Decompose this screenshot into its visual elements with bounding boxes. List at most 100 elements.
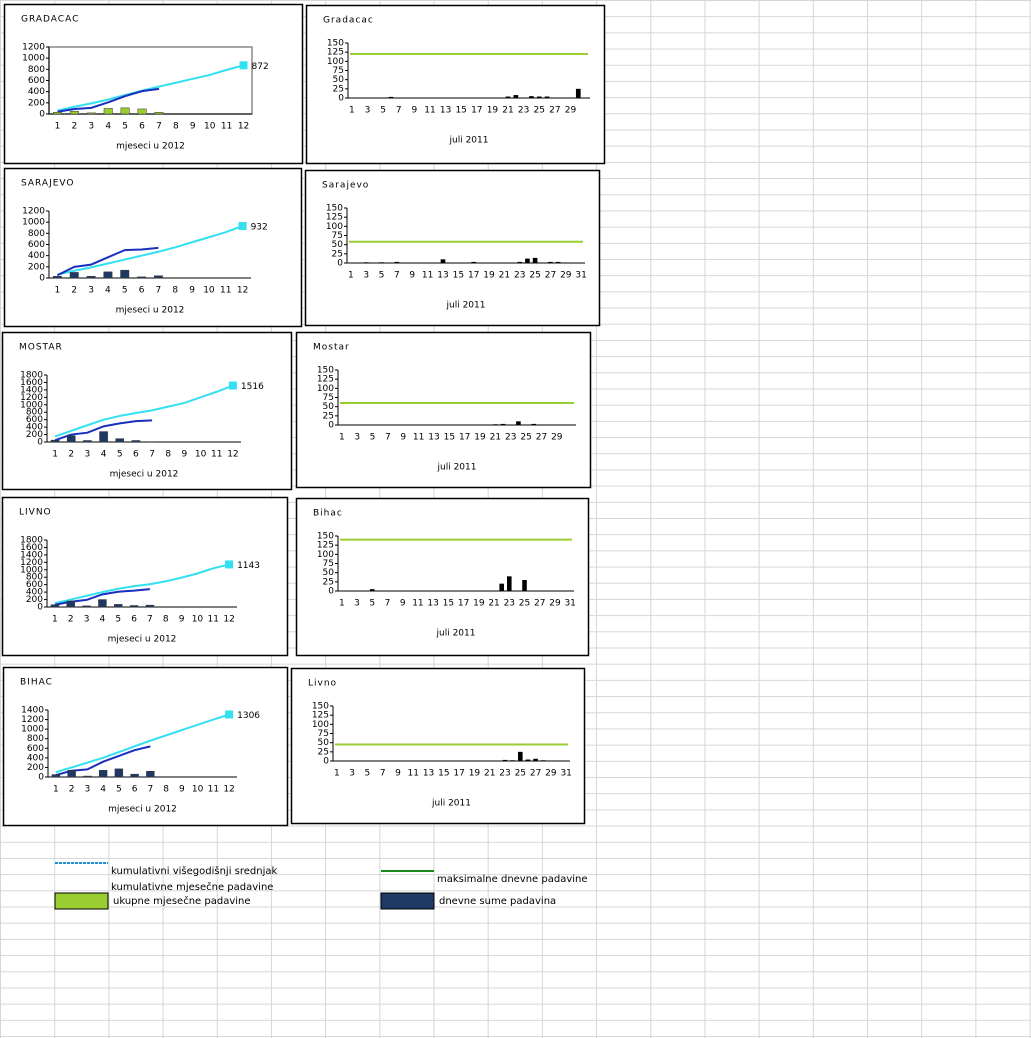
bar bbox=[154, 112, 164, 115]
x-tick-label: 5 bbox=[370, 433, 376, 443]
legend-label: kumulativne mjesečne padavine bbox=[111, 881, 273, 893]
bar bbox=[369, 589, 375, 591]
x-tick-label: 7 bbox=[147, 615, 153, 625]
x-tick-label: 5 bbox=[365, 769, 371, 779]
x-tick-label: 25 bbox=[534, 106, 545, 116]
chart-frame bbox=[295, 497, 590, 657]
end-marker bbox=[239, 61, 248, 70]
y-tick-label: 800 bbox=[27, 734, 44, 744]
legend-label: maksimalne dnevne padavine bbox=[437, 874, 588, 885]
x-tick-label: 6 bbox=[132, 785, 138, 795]
bar bbox=[115, 438, 125, 443]
x-axis-label: juli 2011 bbox=[446, 301, 486, 311]
x-tick-label: 7 bbox=[385, 599, 391, 609]
bar bbox=[517, 261, 523, 263]
x-tick-label: 9 bbox=[400, 433, 406, 443]
x-tick-label: 2 bbox=[72, 122, 78, 132]
x-axis-label: mjeseci u 2012 bbox=[108, 805, 177, 815]
series-line bbox=[57, 64, 244, 112]
y-tick-label: 1800 bbox=[20, 536, 43, 546]
bar bbox=[536, 96, 542, 98]
x-tick-label: 9 bbox=[409, 271, 415, 281]
x-tick-label: 3 bbox=[354, 433, 360, 443]
bar bbox=[52, 276, 62, 279]
y-tick-label: 150 bbox=[327, 39, 344, 49]
chart-frame bbox=[2, 666, 289, 827]
y-tick-label: 25 bbox=[332, 249, 343, 259]
bar bbox=[548, 261, 553, 263]
y-tick-label: 50 bbox=[323, 568, 335, 578]
x-tick-label: 13 bbox=[423, 769, 434, 779]
series-line bbox=[54, 563, 230, 605]
end-label: 1306 bbox=[237, 711, 260, 721]
x-tick-label: 11 bbox=[220, 286, 231, 296]
y-tick-label: 1200 bbox=[20, 558, 43, 568]
x-tick-label: 25 bbox=[529, 271, 540, 281]
bar bbox=[394, 261, 400, 263]
bar bbox=[52, 112, 62, 115]
y-tick-label: 800 bbox=[26, 408, 43, 418]
y-tick-label: 0 bbox=[323, 757, 329, 767]
x-tick-label: 17 bbox=[458, 599, 469, 609]
x-tick-label: 7 bbox=[394, 271, 400, 281]
bar bbox=[51, 774, 61, 778]
x-tick-label: 10 bbox=[204, 122, 216, 132]
x-tick-label: 11 bbox=[424, 106, 435, 116]
chart-title: LIVNO bbox=[19, 508, 52, 518]
end-marker bbox=[238, 221, 247, 230]
bar bbox=[493, 424, 498, 425]
chart-title: Gradacac bbox=[323, 16, 374, 26]
y-tick-label: 1000 bbox=[22, 54, 45, 64]
x-tick-label: 3 bbox=[363, 271, 369, 281]
x-tick-label: 12 bbox=[223, 615, 234, 625]
y-tick-label: 150 bbox=[317, 366, 334, 376]
x-tick-label: 15 bbox=[455, 106, 466, 116]
bar bbox=[533, 758, 538, 761]
x-tick-label: 29 bbox=[551, 433, 563, 443]
x-tick-label: 11 bbox=[208, 615, 219, 625]
bar bbox=[103, 108, 113, 115]
y-tick-label: 0 bbox=[338, 94, 344, 104]
bar bbox=[440, 259, 446, 263]
x-tick-label: 4 bbox=[105, 122, 111, 132]
x-tick-label: 1 bbox=[349, 106, 355, 116]
bar bbox=[499, 583, 504, 591]
bar bbox=[532, 257, 538, 263]
bar bbox=[516, 421, 521, 425]
x-tick-label: 9 bbox=[182, 450, 188, 460]
x-tick-label: 21 bbox=[484, 769, 495, 779]
x-tick-label: 27 bbox=[545, 271, 556, 281]
bar bbox=[518, 751, 523, 761]
y-tick-label: 200 bbox=[26, 430, 43, 440]
series-line bbox=[57, 87, 160, 113]
y-tick-label: 0 bbox=[328, 421, 334, 431]
y-tick-label: 1400 bbox=[21, 706, 44, 716]
y-tick-label: 1200 bbox=[22, 207, 45, 217]
y-tick-label: 0 bbox=[37, 603, 43, 613]
end-marker bbox=[225, 560, 234, 569]
bar bbox=[83, 440, 92, 443]
x-tick-label: 15 bbox=[438, 769, 449, 779]
y-tick-label: 200 bbox=[26, 595, 43, 605]
y-tick-label: 0 bbox=[39, 110, 45, 120]
series-line bbox=[56, 246, 159, 277]
x-tick-label: 27 bbox=[536, 433, 547, 443]
x-tick-label: 7 bbox=[156, 286, 162, 296]
x-tick-label: 8 bbox=[163, 785, 169, 795]
x-tick-label: 17 bbox=[471, 106, 482, 116]
chart-title: Mostar bbox=[313, 343, 350, 353]
x-tick-label: 1 bbox=[52, 450, 58, 460]
y-tick-label: 1800 bbox=[20, 371, 43, 381]
bar bbox=[114, 768, 124, 778]
x-tick-label: 17 bbox=[453, 769, 464, 779]
x-axis-label: mjeseci u 2012 bbox=[108, 635, 177, 645]
x-tick-label: 5 bbox=[369, 599, 375, 609]
x-tick-label: 2 bbox=[68, 450, 74, 460]
x-tick-label: 5 bbox=[379, 271, 385, 281]
x-tick-label: 1 bbox=[339, 599, 345, 609]
x-tick-label: 12 bbox=[223, 785, 234, 795]
x-tick-label: 11 bbox=[413, 433, 424, 443]
